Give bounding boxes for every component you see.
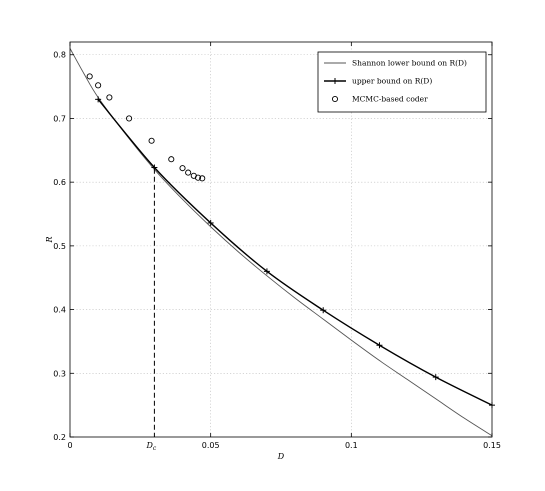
mcmc-point: [126, 115, 133, 122]
plot-frame: [69, 41, 493, 438]
mcmc-point: [106, 94, 113, 101]
legend-swatch-mcmc: [331, 95, 339, 103]
legend-swatch-plus: [332, 78, 338, 84]
upper-bound-point: [320, 307, 327, 314]
mcmc-point: [185, 169, 192, 176]
x-tick-label: 0.1: [345, 441, 358, 450]
x-tick-label: 0.05: [202, 441, 220, 450]
upper-bound-line: [97, 98, 493, 406]
mcmc-point: [86, 73, 93, 80]
x-tick-label: 0: [67, 441, 72, 450]
legend-box: [317, 51, 487, 113]
y-tick-label: 0.2: [53, 433, 66, 442]
mcmc-point: [95, 82, 102, 89]
legend: Shannon lower bound on R(D) upper bound o…: [317, 51, 487, 113]
dc-label: Dc: [146, 441, 157, 452]
y-tick-label: 0.5: [53, 242, 66, 251]
upper-bound-point: [207, 219, 214, 226]
y-tick-label: 0.7: [53, 114, 66, 123]
tick-layer: 0 0.05 0.1 0.15 0.2 0.3 0.4 0.5 0.6 0.7 0.8 Dc: [53, 42, 501, 452]
legend-entry-label: MCMC-based coder: [352, 95, 428, 104]
mcmc-point: [148, 137, 155, 144]
mcmc-point: [199, 175, 206, 182]
upper-bound-point: [376, 342, 383, 349]
upper-bound-point: [432, 374, 439, 381]
dc-label-main: D: [146, 441, 154, 450]
x-axis-label: D: [277, 452, 285, 461]
y-tick-label: 0.6: [53, 178, 66, 187]
y-axis-label: R: [45, 236, 54, 243]
y-tick-label: 0.4: [53, 306, 66, 315]
x-tick-label: 0.15: [483, 441, 501, 450]
upper-bound-point: [263, 268, 270, 275]
legend-entry-label: Shannon lower bound on R(D): [352, 59, 467, 68]
series-layer: [69, 48, 495, 437]
y-tick-label: 0.3: [53, 369, 66, 378]
mcmc-point: [168, 156, 175, 163]
mcmc-point: [179, 165, 186, 172]
mcmc-point: [194, 174, 202, 181]
dc-label-sub: c: [153, 445, 157, 452]
y-tick-label: 0.8: [53, 51, 66, 60]
legend-entry-label: upper bound on R(D): [352, 77, 432, 86]
upper-bound-point: [151, 164, 158, 171]
upper-bound-point: [95, 96, 102, 103]
